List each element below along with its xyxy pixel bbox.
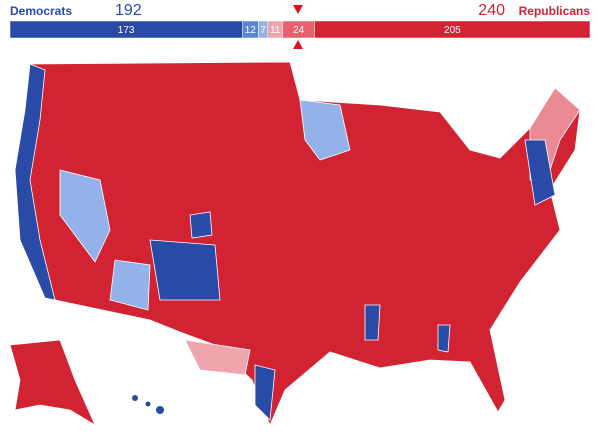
south-texas-dem	[254, 364, 276, 421]
segment-label: 12	[245, 25, 257, 36]
mississippi-dem	[364, 304, 381, 341]
hawaii	[145, 401, 151, 407]
alaska	[9, 339, 96, 426]
seat-bar: 173 12 7 11 24 205	[9, 20, 591, 39]
segment-label: 205	[444, 25, 461, 36]
segment-label: 7	[260, 25, 266, 36]
dem-total: 192	[115, 2, 142, 19]
denver-dem	[189, 211, 213, 239]
hawaii	[156, 406, 164, 414]
marker-top	[293, 5, 303, 14]
arizona-district	[109, 259, 151, 311]
rep-total: 240	[478, 2, 505, 19]
georgia-dem	[437, 324, 451, 353]
segment-label: 24	[293, 25, 305, 36]
rep-label: Republicans	[519, 4, 591, 18]
marker-bottom	[293, 40, 303, 49]
texas-district	[184, 339, 251, 376]
us-map	[9, 61, 581, 427]
new-mexico-dem	[149, 239, 221, 301]
nevada-district	[59, 169, 111, 263]
west-coast-dem	[14, 63, 56, 301]
hawaii	[132, 395, 138, 401]
northeast-dem	[524, 139, 556, 206]
minnesota-district	[299, 99, 351, 161]
bar-segment	[314, 20, 591, 39]
segment-label: 173	[118, 25, 135, 36]
dem-label: Democrats	[10, 4, 72, 18]
segment-label: 11	[270, 25, 281, 36]
